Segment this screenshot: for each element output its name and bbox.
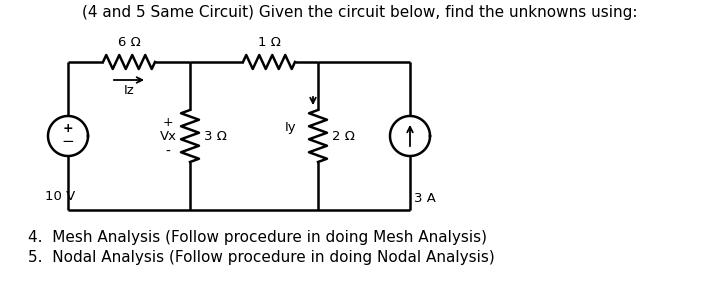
Text: -: - [166,145,171,159]
Text: 3 A: 3 A [414,192,436,205]
Text: 1 Ω: 1 Ω [258,36,280,49]
Text: 3 Ω: 3 Ω [204,129,227,142]
Text: Vx: Vx [160,129,176,142]
Text: −: − [62,135,74,150]
Text: (4 and 5 Same Circuit) Given the circuit below, find the unknowns using:: (4 and 5 Same Circuit) Given the circuit… [82,5,638,20]
Text: 4.  Mesh Analysis (Follow procedure in doing Mesh Analysis): 4. Mesh Analysis (Follow procedure in do… [28,230,487,245]
Text: Iz: Iz [124,84,135,97]
Text: +: + [163,116,174,129]
Text: 6 Ω: 6 Ω [117,36,140,49]
Text: 10 V: 10 V [45,190,75,203]
Text: +: + [63,123,73,135]
Text: Iy: Iy [284,122,296,135]
Text: 5.  Nodal Analysis (Follow procedure in doing Nodal Analysis): 5. Nodal Analysis (Follow procedure in d… [28,250,495,265]
Text: 2 Ω: 2 Ω [332,129,355,142]
